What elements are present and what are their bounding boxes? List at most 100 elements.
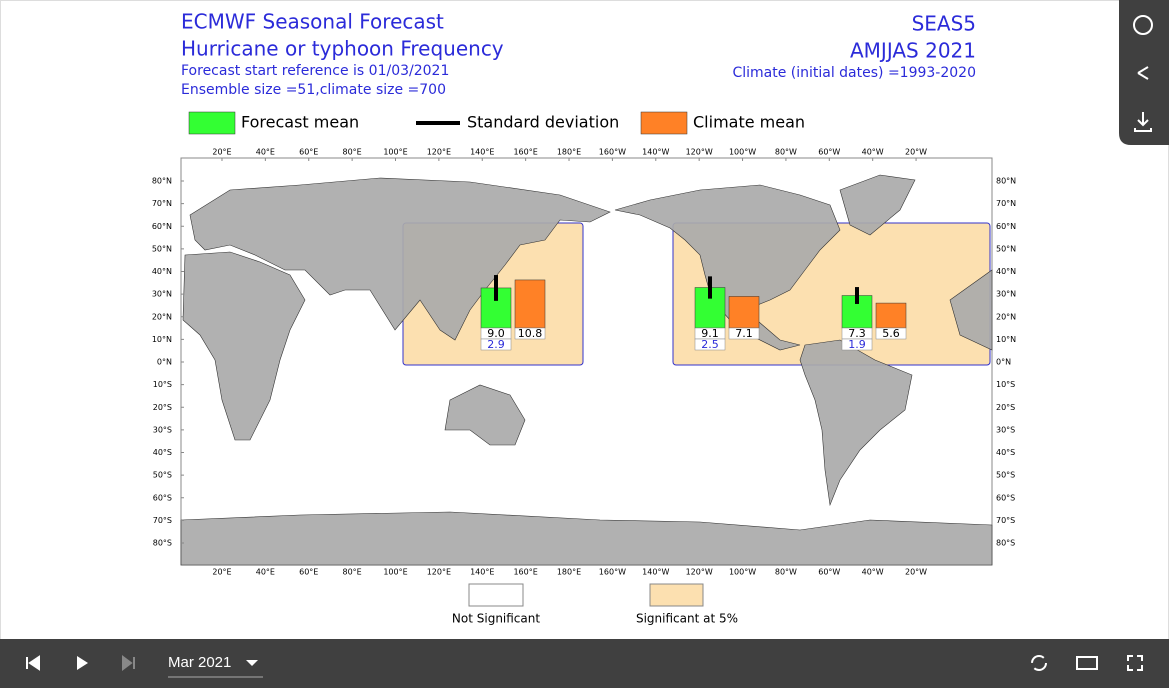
lon-tick-label: 80°W: [775, 148, 797, 157]
lat-tick-label: 40°N: [996, 267, 1016, 276]
lat-tick-label: 80°S: [153, 539, 172, 548]
lon-tick-label: 180°E: [557, 568, 581, 577]
side-panel: [1119, 0, 1169, 145]
info-button[interactable]: [1133, 15, 1153, 35]
label-box: [875, 327, 907, 340]
lat-tick-label: 40°S: [996, 448, 1015, 457]
lat-tick-label: 40°S: [153, 448, 172, 457]
legend-label: Standard deviation: [467, 113, 619, 132]
lat-tick-label: 80°S: [996, 539, 1015, 548]
caption-button[interactable]: [1076, 656, 1098, 670]
toolbar-icons: [1031, 655, 1143, 671]
subtitle: Hurricane or typhoon Frequency: [181, 37, 504, 61]
std-dev-label: 1.9: [848, 338, 866, 351]
climate-label: 10.8: [518, 327, 543, 340]
lon-tick-label: 80°E: [343, 148, 362, 157]
lat-tick-label: 10°S: [996, 380, 1015, 389]
lon-tick-label: 100°E: [383, 148, 407, 157]
lon-tick-label: 160°E: [513, 568, 537, 577]
lat-tick-label: 20°S: [996, 403, 1015, 412]
climate-bar: [514, 279, 546, 329]
lat-tick-label: 30°S: [153, 425, 172, 434]
lon-tick-label: 20°W: [905, 148, 927, 157]
lon-tick-label: 160°W: [599, 568, 626, 577]
lat-tick-label: 0°N: [996, 358, 1011, 367]
lon-tick-label: 40°E: [256, 568, 275, 577]
legend-swatch: [188, 111, 236, 135]
lon-tick-label: 60°E: [299, 568, 318, 577]
legend-swatch: [468, 583, 524, 607]
fullscreen-button[interactable]: [1127, 655, 1143, 671]
lat-tick-label: 10°N: [152, 335, 172, 344]
lon-tick-label: 140°E: [470, 568, 494, 577]
play-button[interactable]: [77, 656, 88, 670]
title: ECMWF Seasonal Forecast: [181, 10, 444, 34]
map: [180, 157, 993, 566]
std-dev-label: 2.9: [487, 338, 505, 351]
label-box: [841, 338, 873, 351]
lon-tick-label: 180°E: [557, 148, 581, 157]
lat-tick-label: 60°N: [996, 222, 1016, 231]
lon-tick-label: 120°E: [427, 148, 451, 157]
forecast-label: 9.0: [487, 327, 505, 340]
forecast-label: 7.3: [848, 327, 866, 340]
lon-tick-label: 60°W: [818, 568, 840, 577]
lon-tick-label: 120°E: [427, 568, 451, 577]
date-select[interactable]: Mar 2021: [168, 654, 231, 671]
lon-tick-label: 100°W: [729, 568, 756, 577]
legend-label: Not Significant: [452, 612, 540, 626]
lon-tick-label: 120°W: [686, 568, 713, 577]
lon-tick-label: 20°W: [905, 568, 927, 577]
lon-tick-label: 40°W: [862, 568, 884, 577]
lat-tick-label: 30°S: [996, 425, 1015, 434]
lat-tick-label: 10°N: [996, 335, 1016, 344]
lon-tick-label: 140°W: [642, 568, 669, 577]
legend-swatch: [649, 583, 704, 607]
download-button[interactable]: [1134, 112, 1152, 132]
side-icons: [1133, 15, 1153, 132]
forecast-bar: [480, 287, 512, 329]
lon-tick-label: 60°E: [299, 148, 318, 157]
climate-label: 5.6: [882, 327, 900, 340]
toolbar: [0, 639, 1169, 688]
first-button[interactable]: [26, 655, 40, 671]
lat-tick-label: 50°S: [996, 471, 1015, 480]
lon-tick-label: 80°W: [775, 568, 797, 577]
lat-tick-label: 20°N: [996, 312, 1016, 321]
loop-button[interactable]: [1031, 655, 1047, 671]
lon-tick-label: 20°E: [212, 148, 231, 157]
lat-tick-label: 10°S: [153, 380, 172, 389]
lon-tick-label: 60°W: [818, 148, 840, 157]
last-button[interactable]: [122, 655, 135, 671]
lat-tick-label: 30°N: [996, 290, 1016, 299]
system: SEAS5: [912, 12, 976, 36]
label-box: [694, 338, 726, 351]
lat-tick-label: 70°N: [152, 199, 172, 208]
period: AMJJAS 2021: [850, 39, 976, 63]
legend-label: Climate mean: [693, 113, 805, 132]
lat-tick-label: 50°N: [996, 244, 1016, 253]
lon-tick-label: 20°E: [212, 568, 231, 577]
label-box: [480, 338, 512, 351]
lon-tick-label: 100°E: [383, 568, 407, 577]
forecast-label: 9.1: [701, 327, 719, 340]
lon-tick-label: 120°W: [686, 148, 713, 157]
start-reference: Forecast start reference is 01/03/2021: [181, 63, 449, 79]
land: [180, 174, 993, 566]
lat-tick-label: 50°S: [153, 471, 172, 480]
std-dev-label: 2.5: [701, 338, 719, 351]
lon-tick-label: 160°E: [513, 148, 537, 157]
ensemble: Ensemble size =51,climate size =700: [181, 82, 446, 98]
label-box: [514, 327, 546, 340]
dropdown-arrow[interactable]: [246, 660, 258, 666]
lat-tick-label: 70°N: [996, 199, 1016, 208]
lon-tick-label: 80°E: [343, 568, 362, 577]
share-button[interactable]: [1137, 66, 1149, 80]
lat-tick-label: 60°N: [152, 222, 172, 231]
lon-tick-label: 40°W: [862, 148, 884, 157]
lat-tick-label: 80°N: [152, 177, 172, 186]
lat-tick-label: 40°N: [152, 267, 172, 276]
lon-tick-label: 140°W: [642, 148, 669, 157]
